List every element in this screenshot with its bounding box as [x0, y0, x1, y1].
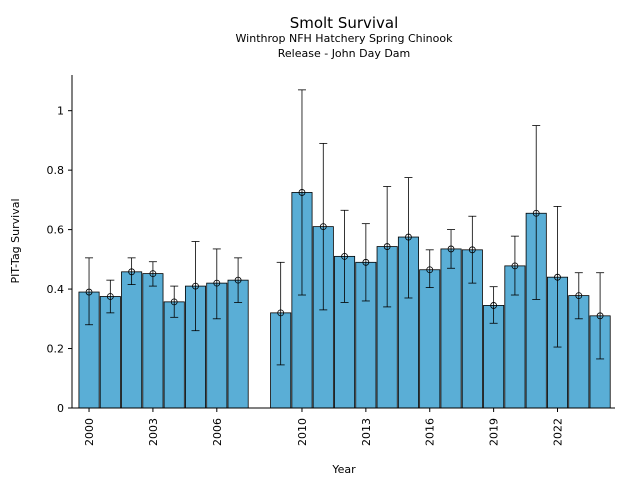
x-tick-label: 2006 — [211, 418, 224, 446]
error-bars-layer — [85, 89, 605, 366]
y-tick-label: 0 — [57, 402, 64, 415]
bars-layer — [78, 192, 611, 409]
error-bar-2023 — [574, 272, 583, 320]
marker-2013 — [362, 258, 370, 266]
marker-2016 — [426, 266, 434, 274]
x-tick-label: 2003 — [147, 418, 160, 446]
error-bar-2004 — [170, 285, 179, 318]
error-bar-2002 — [127, 257, 136, 286]
marker-2001 — [106, 293, 114, 300]
y-tick-label: 0.4 — [47, 283, 65, 296]
x-tick-label: 2022 — [552, 418, 565, 446]
error-bar-2013 — [361, 223, 370, 302]
x-tick-label: 2019 — [488, 418, 501, 446]
error-bar-2024 — [596, 272, 605, 360]
error-bar-2014 — [383, 186, 392, 308]
error-bar-2001 — [106, 279, 115, 314]
error-bar-2022 — [553, 206, 562, 348]
marker-2007 — [234, 276, 242, 284]
marker-2009 — [277, 309, 285, 317]
marker-2011 — [319, 223, 327, 231]
error-bar-2000 — [85, 257, 94, 326]
x-tick-label: 2000 — [83, 418, 96, 446]
marker-2010 — [298, 189, 306, 196]
error-bar-2016 — [425, 249, 434, 288]
error-bar-2017 — [447, 229, 456, 269]
y-tick-label: 0.2 — [47, 343, 65, 356]
marker-2012 — [341, 252, 348, 260]
chart-title: Smolt Survival — [290, 14, 399, 32]
y-axis-label: PIT-Tag Survival — [9, 198, 22, 283]
marker-2006 — [213, 279, 221, 287]
marker-2021 — [532, 209, 540, 217]
marker-2018 — [468, 246, 476, 254]
marker-2020 — [511, 262, 519, 270]
error-bar-2021 — [532, 125, 541, 300]
marker-2023 — [575, 292, 583, 300]
error-bar-2018 — [468, 215, 477, 284]
x-tick-label: 2013 — [360, 418, 373, 446]
marker-2002 — [128, 268, 136, 276]
chart-subtitle-line-2: Release - John Day Dam — [278, 47, 411, 60]
marker-2004 — [170, 298, 178, 306]
x-tick-label: 2010 — [296, 418, 309, 446]
y-ticks: 0 0.2 0.4 0.6 0.8 1 — [47, 105, 72, 415]
error-bar-2015 — [404, 177, 413, 299]
bar-2002 — [121, 271, 143, 409]
error-bar-2020 — [510, 235, 519, 296]
marker-2014 — [383, 243, 391, 250]
marker-2024 — [596, 312, 604, 320]
bar-2004 — [163, 301, 185, 409]
marker-2022 — [554, 273, 561, 281]
error-bar-2005 — [191, 241, 200, 332]
markers-layer — [85, 189, 604, 320]
y-tick-label: 0.8 — [47, 164, 65, 177]
marker-2019 — [490, 302, 498, 309]
bar-2016 — [419, 269, 441, 409]
marker-2003 — [149, 270, 157, 278]
error-bar-2007 — [234, 257, 243, 303]
error-bar-2006 — [212, 248, 221, 320]
bar-2017 — [440, 248, 462, 409]
chart-subtitle-line-1: Winthrop NFH Hatchery Spring Chinook — [236, 32, 454, 45]
error-bar-2003 — [148, 261, 157, 287]
error-bar-2010 — [297, 89, 306, 296]
error-bar-2019 — [489, 286, 498, 324]
y-tick-label: 0.6 — [47, 224, 65, 237]
bar-2003 — [142, 273, 164, 409]
marker-2005 — [192, 282, 199, 290]
error-bar-2009 — [276, 261, 285, 366]
marker-2015 — [405, 233, 412, 241]
x-tick-label: 2016 — [424, 418, 437, 446]
error-bar-2011 — [319, 142, 328, 311]
x-axis-label: Year — [331, 463, 356, 476]
marker-2000 — [85, 288, 93, 296]
x-ticks: 2000 2003 2006 2010 2013 2016 2019 2022 — [83, 408, 565, 446]
y-tick-label: 1 — [57, 105, 64, 118]
marker-2017 — [447, 245, 455, 253]
error-bar-2012 — [340, 209, 349, 303]
